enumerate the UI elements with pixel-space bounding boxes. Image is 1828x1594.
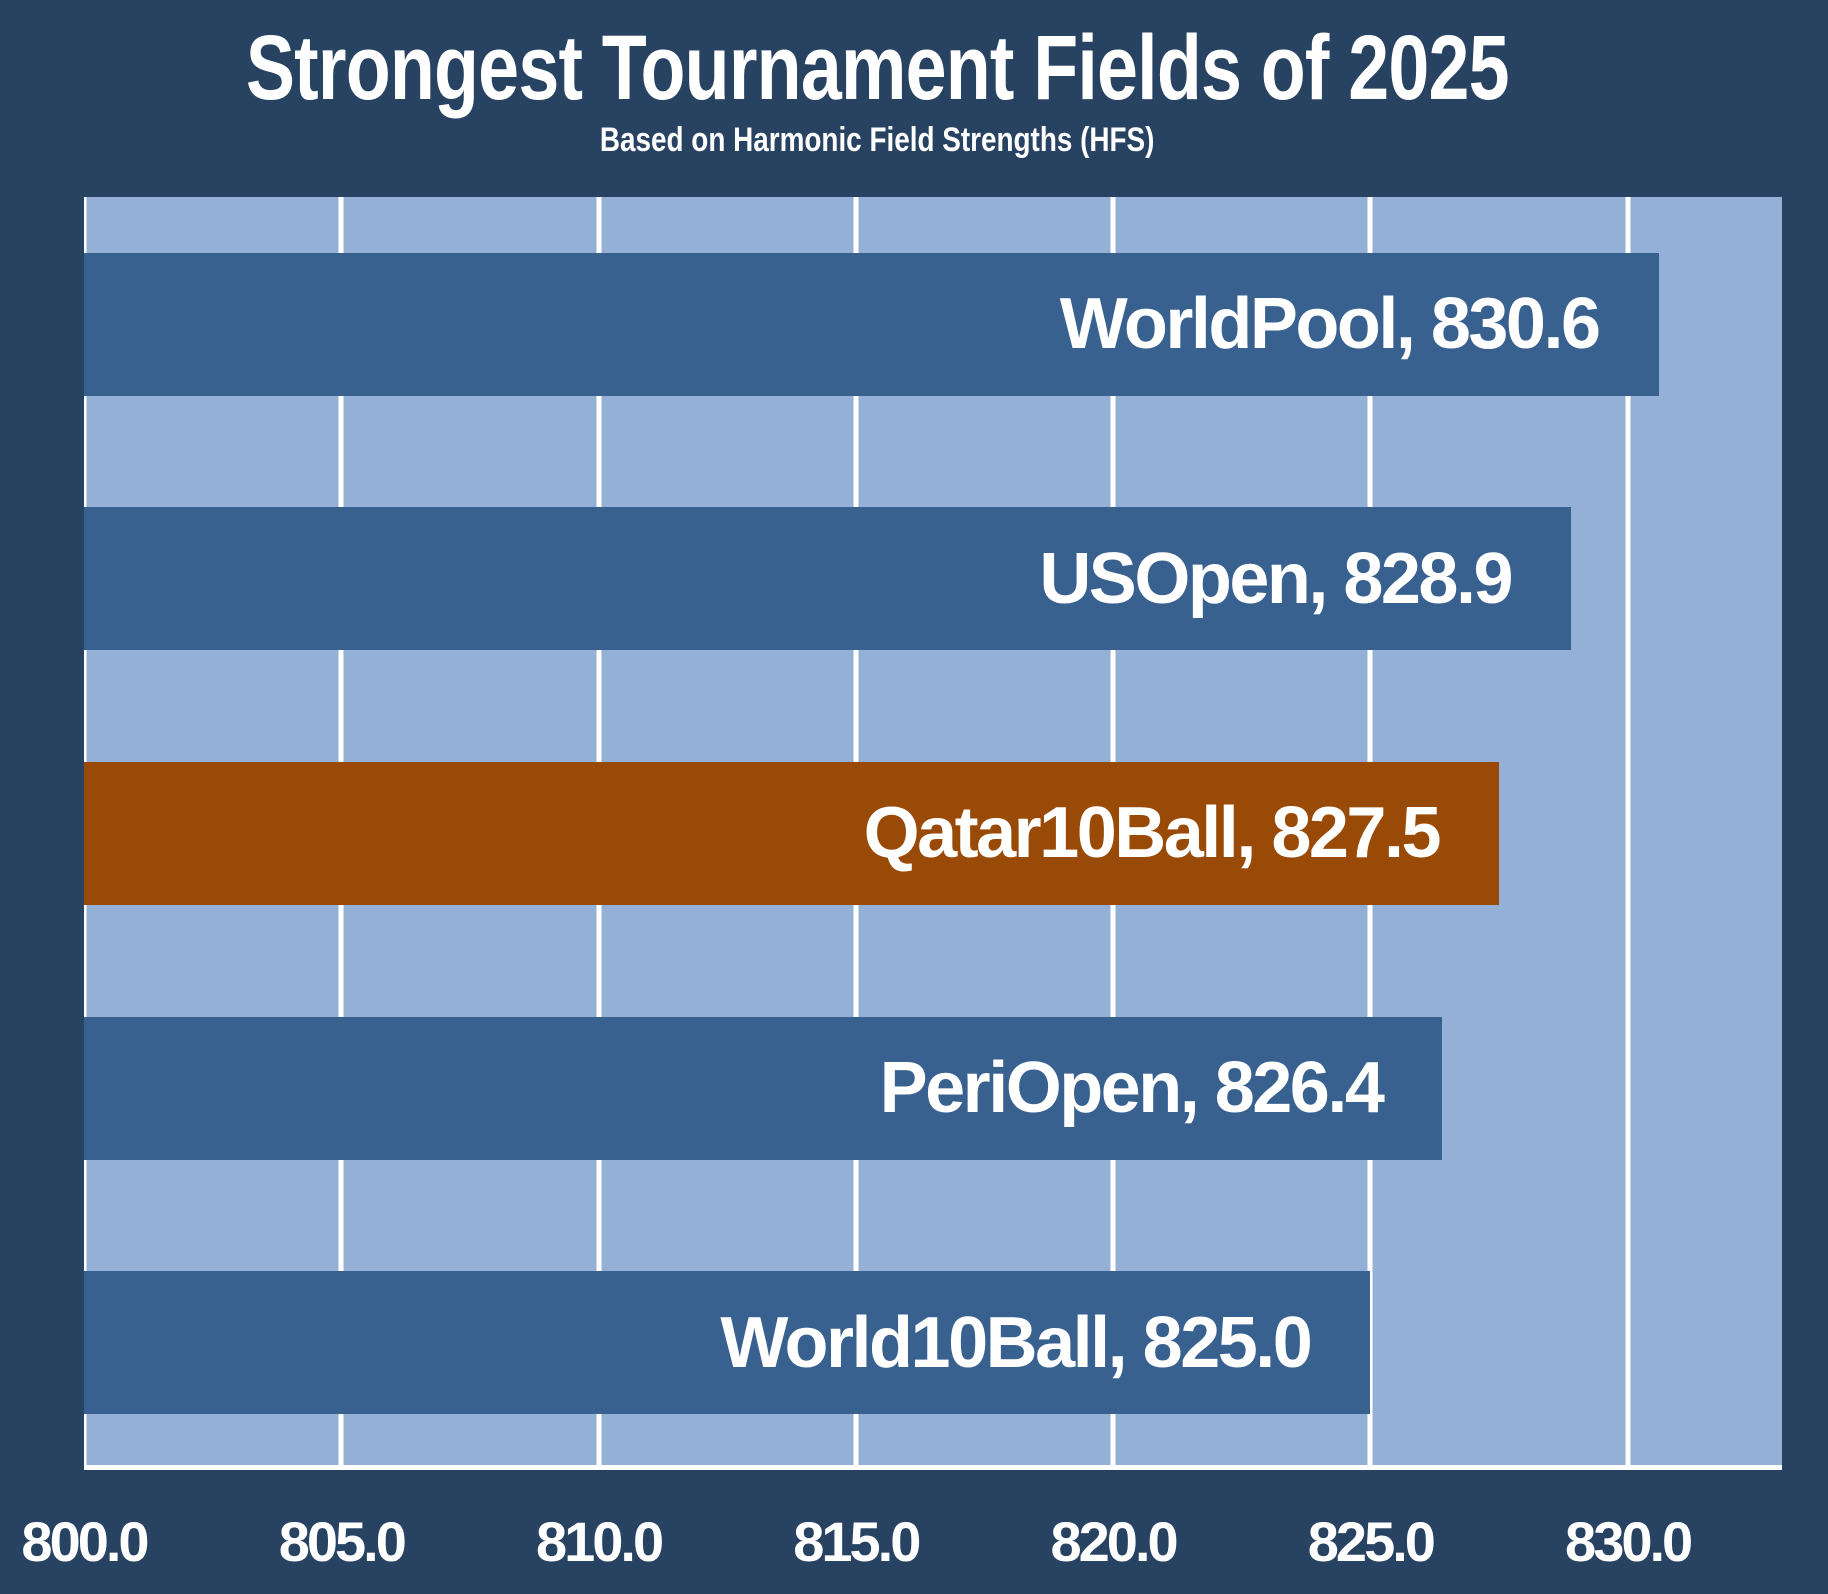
plot-area: WorldPool, 830.6 USOpen, 828.9 Qatar10Ball… xyxy=(84,197,1782,1470)
bar-row-worldpool: WorldPool, 830.6 xyxy=(84,197,1782,452)
x-axis-tick-labels: 800.0 805.0 810.0 815.0 820.0 825.0 830.0 xyxy=(21,1502,1782,1582)
bar-label-periopen: PeriOpen, 826.4 xyxy=(879,1048,1385,1129)
x-tick-label-820: 820.0 xyxy=(1050,1510,1179,1573)
bar-usopen: USOpen, 828.9 xyxy=(84,507,1572,651)
bar-qatar10ball: Qatar10Ball, 827.5 xyxy=(84,761,1499,905)
bar-label-usopen: USOpen, 828.9 xyxy=(1039,538,1513,619)
bar-row-usopen: USOpen, 828.9 xyxy=(84,452,1782,707)
chart-subtitle: Based on Harmonic Field Strengths (HFS) xyxy=(599,121,1155,159)
bar-row-qatar10ball: Qatar10Ball, 827.5 xyxy=(84,706,1782,961)
bar-row-periopen: PeriOpen, 826.4 xyxy=(84,961,1782,1216)
bar-worldpool: WorldPool, 830.6 xyxy=(84,252,1659,396)
bar-label-world10ball: World10Ball, 825.0 xyxy=(720,1302,1312,1383)
bar-label-worldpool: WorldPool, 830.6 xyxy=(1059,284,1601,365)
bar-label-qatar10ball: Qatar10Ball, 827.5 xyxy=(863,793,1442,874)
chart-title: Strongest Tournament Fields of 2025 xyxy=(245,17,1510,119)
bar-row-world10ball: World10Ball, 825.0 xyxy=(84,1215,1782,1470)
bar-periopen: PeriOpen, 826.4 xyxy=(84,1016,1443,1160)
x-tick-label-825: 825.0 xyxy=(1307,1510,1436,1573)
x-tick-label-815: 815.0 xyxy=(793,1510,921,1573)
x-axis-line xyxy=(84,1465,1782,1470)
chart-title-row: Strongest Tournament Fields of 2025 xyxy=(0,16,1754,122)
x-tick-label-830: 830.0 xyxy=(1565,1510,1693,1573)
x-tick-label-805: 805.0 xyxy=(278,1510,407,1573)
gridline-830 xyxy=(1625,197,1631,1470)
bar-world10ball: World10Ball, 825.0 xyxy=(84,1271,1371,1415)
x-tick-label-810: 810.0 xyxy=(535,1510,664,1573)
chart-subtitle-row: Based on Harmonic Field Strengths (HFS) xyxy=(0,120,1754,161)
x-tick-label-800: 800.0 xyxy=(21,1510,149,1573)
bar-rows: WorldPool, 830.6 USOpen, 828.9 Qatar10Ball… xyxy=(84,197,1782,1470)
